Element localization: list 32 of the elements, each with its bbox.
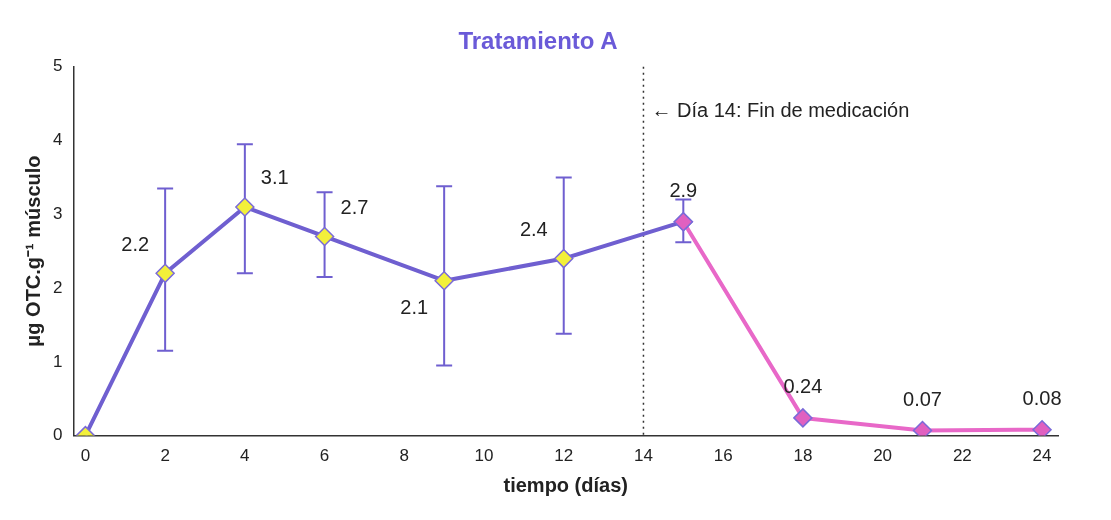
x-tick-label: 4 [240, 446, 250, 466]
data-label: 0.08 [1022, 387, 1062, 410]
ref-line-label: ← Día 14: Fin de medicación [651, 99, 910, 122]
y-tick-label: 3 [52, 204, 63, 224]
x-tick-label: 22 [952, 446, 972, 466]
y-tick-label: 1 [52, 351, 63, 371]
x-tick-label: 20 [873, 446, 893, 466]
data-label: 3.1 [260, 166, 289, 189]
y-axis-title: μg OTC.g⁻¹ músculo [21, 155, 44, 347]
x-axis-title: tiempo (días) [503, 473, 628, 496]
data-label: 2.4 [519, 218, 548, 241]
y-tick-label: 5 [52, 56, 63, 76]
y-tick-label: 0 [52, 425, 63, 445]
data-label: 0.24 [783, 375, 823, 398]
y-tick-label: 4 [52, 130, 63, 150]
x-tick-label: 16 [713, 446, 733, 466]
x-tick-label: 8 [399, 446, 410, 466]
data-label: 0.07 [903, 387, 942, 410]
x-tick-label: 24 [1032, 446, 1052, 466]
data-label: 2.9 [669, 179, 698, 202]
x-tick-label: 14 [633, 446, 653, 466]
data-label: 2.1 [400, 296, 429, 319]
data-label: 2.2 [121, 232, 150, 255]
x-tick-label: 12 [554, 446, 574, 466]
x-tick-label: 2 [160, 446, 170, 466]
x-tick-label: 6 [319, 446, 330, 466]
x-tick-label: 18 [793, 446, 813, 466]
x-tick-label: 0 [80, 446, 91, 466]
x-tick-label: 10 [474, 446, 494, 466]
chart-title: Tratamiento A [458, 27, 618, 55]
y-tick-label: 2 [52, 277, 63, 297]
data-label: 2.7 [340, 195, 369, 218]
